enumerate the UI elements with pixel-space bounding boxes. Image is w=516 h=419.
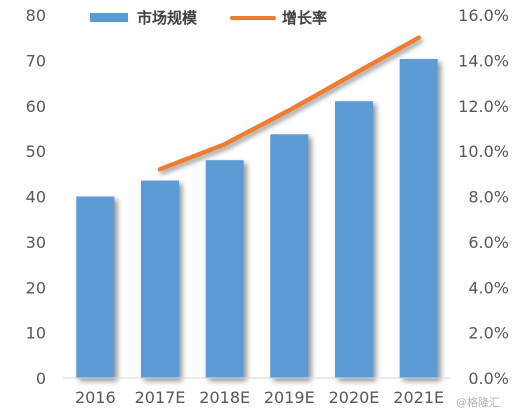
x-tick-label-2018E: 2018E	[199, 388, 250, 407]
legend-swatch-market-size	[90, 13, 128, 22]
left-tick-label-20: 20	[26, 278, 46, 297]
right-tick-label-6: 6.0%	[468, 233, 509, 252]
x-tick-label-2017E: 2017E	[135, 388, 186, 407]
right-tick-label-10: 10.0%	[458, 142, 509, 161]
growth-rate-line	[157, 35, 421, 172]
legend-label-growth-rate: 增长率	[282, 9, 327, 27]
bar-2020E	[335, 101, 373, 378]
right-tick-label-2: 2.0%	[468, 324, 509, 343]
bar-2016	[76, 196, 115, 378]
right-tick-label-0: 0.0%	[468, 369, 509, 388]
bar-2017E	[141, 180, 179, 378]
x-tick-label-2016: 2016	[75, 388, 116, 407]
x-tick-label-2020E: 2020E	[329, 388, 380, 407]
left-axis: 0 10 20 30 40 50 60 70 80	[26, 6, 46, 388]
growth-line-layer	[157, 35, 421, 172]
watermark-text: @格隆汇	[456, 395, 500, 409]
right-axis: 0.0% 2.0% 4.0% 6.0% 8.0% 10.0% 12.0% 14.0% 16.0%	[458, 6, 509, 388]
left-tick-label-50: 50	[26, 142, 46, 161]
left-tick-label-0: 0	[36, 369, 46, 388]
x-tick-label-2019E: 2019E	[264, 388, 315, 407]
bar-2018E	[205, 160, 244, 378]
bar-2019E	[270, 134, 309, 378]
legend-label-market-size: 市场规模	[137, 9, 198, 27]
bar-2021E	[399, 59, 438, 378]
x-axis: 2016 2017E 2018E 2019E 2020E 2021E	[63, 377, 451, 407]
right-tick-label-14: 14.0%	[458, 51, 509, 70]
right-tick-label-8: 8.0%	[468, 188, 509, 207]
left-tick-label-30: 30	[26, 233, 46, 252]
right-tick-label-16: 16.0%	[458, 6, 509, 25]
left-tick-label-40: 40	[26, 188, 46, 207]
left-tick-label-10: 10	[26, 324, 46, 343]
x-tick-label-2021E: 2021E	[393, 388, 444, 407]
right-tick-label-4: 4.0%	[468, 278, 509, 297]
left-tick-label-70: 70	[26, 51, 46, 70]
left-tick-label-60: 60	[26, 97, 46, 116]
bars-layer	[76, 59, 438, 378]
left-tick-label-80: 80	[26, 6, 46, 25]
right-tick-label-12: 12.0%	[458, 97, 509, 116]
legend: 市场规模 增长率	[90, 9, 327, 27]
